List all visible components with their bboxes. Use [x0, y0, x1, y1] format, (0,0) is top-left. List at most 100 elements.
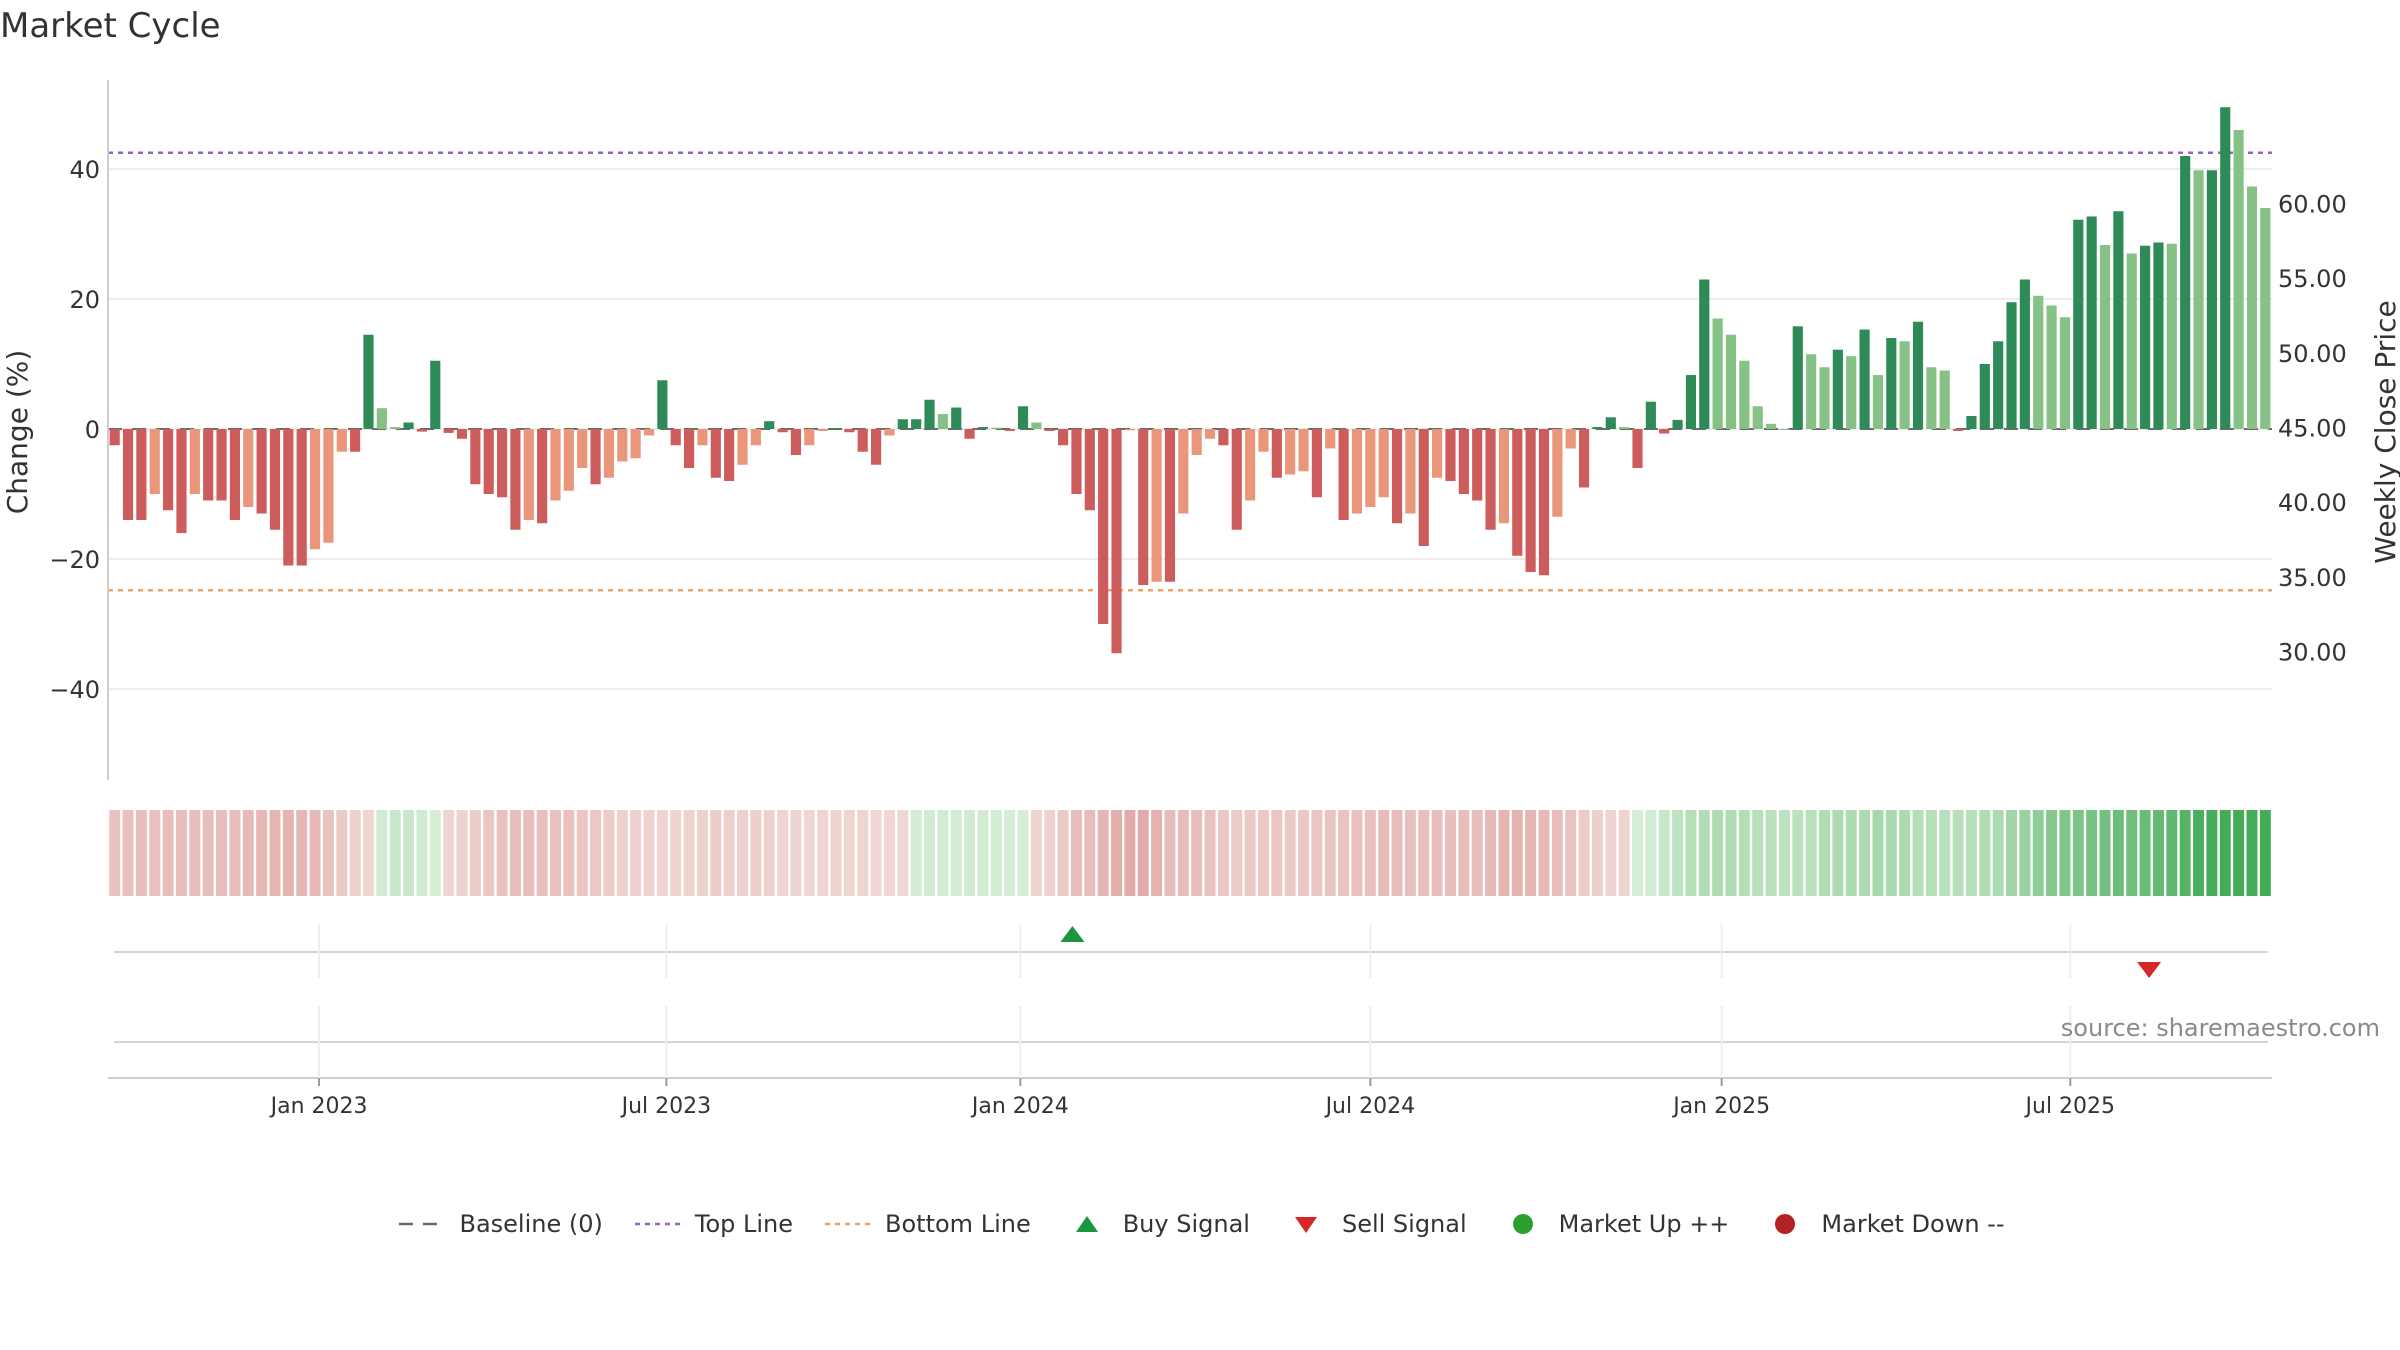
bar [1859, 329, 1870, 429]
heat-cell [977, 810, 989, 896]
bar [1271, 429, 1282, 478]
heat-cell [363, 810, 374, 896]
heat-cell [135, 810, 147, 896]
bar [1926, 367, 1937, 429]
bar [376, 408, 387, 429]
heat-cell [857, 810, 869, 896]
bar [1699, 279, 1710, 429]
bar [991, 427, 1002, 429]
bar [1806, 354, 1817, 429]
heat-cell [777, 810, 789, 896]
bar [1966, 416, 1977, 429]
bar [790, 429, 802, 455]
heat-cell [376, 810, 388, 896]
heat-cell [1485, 810, 1497, 896]
chart-title: Market Cycle [0, 6, 221, 46]
y-tick-label: 40 [69, 156, 100, 184]
bar [1365, 429, 1376, 507]
bar [1685, 375, 1697, 429]
heat-cell [750, 810, 762, 896]
bar [1739, 360, 1750, 429]
heat-cell [2086, 810, 2098, 896]
heat-cell [803, 810, 815, 896]
bar [710, 429, 721, 478]
bar [1204, 429, 1216, 439]
heat-cell [1872, 810, 1884, 896]
bar [737, 429, 748, 465]
heat-cell [282, 810, 294, 896]
heat-cell [1672, 810, 1684, 896]
axes-layer: −40 −20 0 20 40 30.00 35.00 40.00 45.00 50.00 55.0… [49, 80, 2347, 780]
bar [1832, 349, 1843, 429]
bar [336, 429, 347, 452]
bar [1993, 341, 2004, 429]
legend-label: Market Up ++ [1558, 1210, 1730, 1238]
bar [109, 429, 120, 446]
bar [1765, 423, 1777, 429]
bar [1712, 318, 1723, 429]
heat-cell [2219, 810, 2231, 896]
heat-cell [189, 810, 201, 896]
bar [1178, 429, 1189, 514]
x-tick-label: Jul 2024 [1324, 1094, 1416, 1119]
heat-cell [1645, 810, 1657, 896]
bar [203, 429, 214, 501]
heat-cell [1378, 810, 1390, 896]
bar [1659, 429, 1670, 434]
bar [964, 429, 975, 439]
bar [496, 429, 508, 498]
bar [1231, 429, 1242, 530]
heat-cell [1445, 810, 1456, 896]
bar [470, 429, 481, 485]
heat-cell [790, 810, 802, 896]
heat-cell [1912, 810, 1924, 896]
buy-signal-marker [1060, 926, 1085, 942]
heat-cell [1151, 810, 1163, 896]
heat-cell [1551, 810, 1563, 896]
legend-swatch [821, 1212, 877, 1236]
heat-cell [1565, 810, 1577, 896]
bar [1405, 429, 1416, 514]
heat-cell [389, 810, 401, 896]
bar [1578, 429, 1590, 488]
bar [1445, 429, 1456, 481]
bar [1031, 422, 1042, 429]
heat-cell [403, 810, 415, 896]
heat-cell [1832, 810, 1844, 896]
heat-cell [723, 810, 735, 896]
bar [643, 429, 655, 436]
heat-cell [1738, 810, 1750, 896]
heat-cell [109, 810, 121, 896]
reference-lines [108, 151, 2272, 592]
heat-cell [563, 810, 575, 896]
heat-cell [1217, 810, 1229, 896]
bar [269, 429, 281, 530]
legend-item: Bottom Line [821, 1210, 1031, 1238]
heat-cell [229, 810, 241, 896]
heat-cell [817, 810, 829, 896]
heat-cell [162, 810, 174, 896]
heat-cell [416, 810, 428, 896]
bar [1111, 429, 1122, 654]
bar [817, 429, 828, 431]
heat-cell [1311, 810, 1323, 896]
legend-swatch [631, 1212, 687, 1236]
heat-cell [2206, 810, 2218, 896]
legend-item: Market Down -- [1757, 1210, 2005, 1238]
heat-cell [870, 810, 882, 896]
heat-cell [1618, 810, 1630, 896]
bar [1592, 427, 1603, 429]
bar [2059, 317, 2071, 429]
bars-layer [109, 107, 2271, 654]
bar [1084, 429, 1095, 511]
bar [724, 429, 735, 481]
heat-cell [656, 810, 668, 896]
bar [804, 429, 815, 446]
bar [1672, 419, 1683, 429]
bar [2246, 186, 2258, 429]
heat-cell [2112, 810, 2124, 896]
heat-cell [1605, 810, 1617, 896]
heat-cell [550, 810, 561, 896]
bar [1939, 370, 1950, 429]
